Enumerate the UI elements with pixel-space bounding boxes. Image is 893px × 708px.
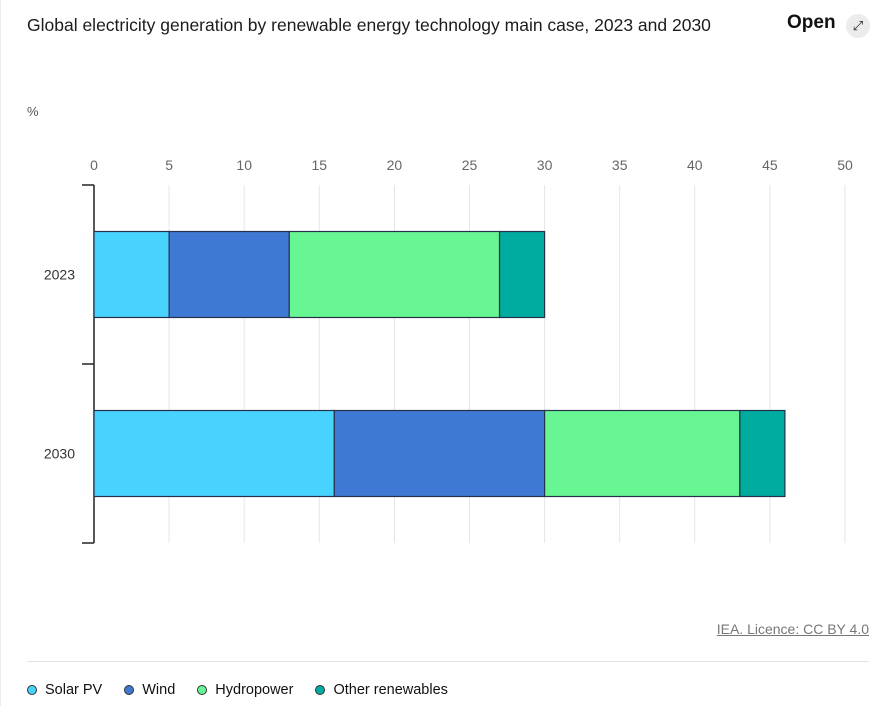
legend-item[interactable]: Hydropower <box>197 682 293 698</box>
legend-item[interactable]: Other renewables <box>315 682 448 698</box>
open-button[interactable]: Open <box>787 12 836 33</box>
x-tick-label: 30 <box>537 157 553 173</box>
divider <box>27 661 869 662</box>
legend-label: Hydropower <box>215 682 294 698</box>
legend-item[interactable]: Solar PV <box>27 682 102 698</box>
legend-dot-icon <box>124 685 135 695</box>
x-tick-label: 15 <box>312 157 328 173</box>
x-tick-label: 45 <box>762 157 778 173</box>
x-tick-label: 35 <box>612 157 628 173</box>
unit-label: % <box>27 104 39 119</box>
legend-dot-icon <box>27 685 37 695</box>
legend: Solar PV Wind Hydropower Other renewables <box>27 682 448 698</box>
x-tick-label: 20 <box>387 157 403 173</box>
licence-link[interactable]: IEA. Licence: CC BY 4.0 <box>716 621 869 637</box>
y-category-label: 2030 <box>44 446 75 462</box>
x-tick-label: 10 <box>236 157 252 173</box>
legend-dot-icon <box>197 685 208 695</box>
bar-segment-hydropower <box>543 409 741 498</box>
expand-icon[interactable]: ⤢ <box>846 14 870 38</box>
bar-segment-solar-pv <box>93 409 335 498</box>
bar-segment-hydropower <box>288 230 501 319</box>
bar-segment-other-renewables <box>739 409 786 498</box>
y-category-label: 2023 <box>44 267 75 283</box>
bar-segment-wind <box>168 230 290 319</box>
x-tick-label: 25 <box>462 157 478 173</box>
x-tick-label: 50 <box>837 157 853 173</box>
bar-segment-wind <box>333 409 546 498</box>
legend-dot-icon <box>315 685 326 695</box>
bar-segment-solar-pv <box>93 230 170 319</box>
x-tick-label: 5 <box>165 157 173 173</box>
x-tick-label: 40 <box>687 157 703 173</box>
x-tick-label: 0 <box>90 157 98 173</box>
chart-title: Global electricity generation by renewab… <box>27 15 711 35</box>
legend-item[interactable]: Wind <box>124 682 175 698</box>
legend-label: Solar PV <box>45 682 103 698</box>
bar-segment-other-renewables <box>498 230 546 319</box>
legend-label: Other renewables <box>333 682 448 698</box>
legend-label: Wind <box>142 682 176 698</box>
